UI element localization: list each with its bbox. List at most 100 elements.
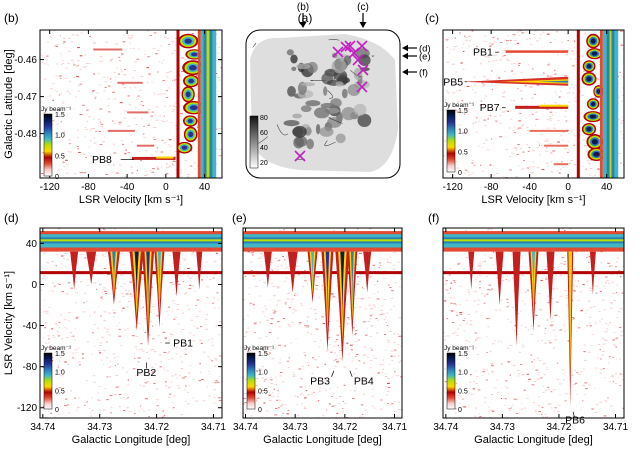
noise-pixel [528, 86, 531, 88]
noise-pixel [358, 360, 361, 362]
noise-pixel [152, 371, 155, 373]
noise-pixel [566, 33, 569, 35]
panel-e-xtick-label: 34.73 [283, 422, 308, 433]
noise-pixel [332, 296, 336, 298]
noise-pixel [530, 309, 532, 311]
noise-pixel [104, 81, 107, 82]
noise-pixel [163, 93, 166, 95]
noise-pixel [608, 362, 610, 364]
noise-pixel [69, 80, 71, 82]
noise-pixel [113, 228, 116, 230]
noise-pixel [60, 375, 64, 377]
noise-pixel [98, 228, 100, 230]
noise-pixel [481, 147, 483, 149]
noise-pixel [496, 38, 499, 40]
annotation-pb2: PB2 [136, 367, 156, 379]
noise-pixel [562, 373, 564, 375]
noise-pixel [255, 398, 257, 400]
noise-pixel [469, 324, 473, 325]
noise-pixel [42, 278, 44, 280]
panel-e-xtick-label: 34.72 [332, 422, 357, 433]
noise-pixel [275, 376, 277, 378]
noise-pixel [326, 349, 330, 351]
noise-pixel [299, 377, 302, 379]
noise-pixel [243, 393, 247, 394]
noise-pixel [130, 275, 133, 277]
noise-pixel [112, 171, 114, 173]
noise-pixel [580, 310, 583, 312]
noise-pixel [250, 261, 253, 263]
noise-pixel [521, 98, 523, 100]
panel-b-xlabel: LSR Velocity [km s⁻¹] [79, 194, 183, 206]
noise-pixel [544, 390, 548, 392]
noise-pixel [482, 85, 485, 87]
noise-pixel [138, 151, 140, 153]
noise-pixel [271, 269, 274, 271]
noise-pixel [258, 280, 261, 282]
noise-pixel [452, 332, 455, 334]
noise-pixel [137, 322, 141, 324]
noise-pixel [501, 96, 504, 98]
noise-pixel [99, 283, 102, 285]
noise-pixel [574, 58, 576, 60]
noise-pixel [520, 125, 524, 127]
noise-pixel [167, 314, 170, 316]
noise-pixel [218, 321, 222, 323]
noise-pixel [557, 362, 559, 364]
noise-pixel [607, 324, 609, 326]
noise-pixel [274, 267, 277, 269]
noise-pixel [96, 327, 99, 329]
noise-pixel [398, 335, 400, 337]
noise-pixel [216, 94, 219, 96]
absorption-streak [544, 144, 569, 147]
noise-pixel [576, 372, 579, 374]
noise-pixel [171, 358, 174, 360]
noise-pixel [469, 101, 472, 103]
noise-pixel [580, 308, 584, 310]
panel-e-plot [243, 228, 402, 418]
noise-pixel [194, 290, 196, 292]
noise-pixel [529, 86, 533, 88]
noise-pixel [152, 349, 155, 350]
noise-pixel [127, 125, 131, 127]
noise-pixel [465, 108, 468, 110]
noise-pixel [505, 398, 507, 400]
panel-e-xtick-label: 34.74 [233, 422, 258, 433]
noise-pixel [392, 268, 395, 270]
noise-pixel [102, 289, 105, 291]
noise-pixel [175, 346, 178, 348]
noise-pixel [184, 159, 188, 161]
noise-pixel [512, 404, 514, 406]
noise-pixel [163, 415, 166, 416]
noise-pixel [247, 350, 249, 352]
panel-e-colorbar-tick-label: 1.0 [258, 370, 268, 377]
noise-pixel [106, 328, 109, 330]
panel-a-colorbar-tick: 80 [260, 115, 268, 122]
emission-blob [591, 138, 598, 145]
noise-pixel [387, 402, 389, 404]
noise-pixel [284, 302, 287, 303]
noise-pixel [160, 342, 163, 343]
noise-pixel [76, 316, 80, 318]
noise-pixel [124, 175, 127, 177]
noise-pixel [456, 388, 458, 390]
noise-pixel [245, 331, 249, 333]
noise-pixel [470, 374, 472, 376]
noise-pixel [453, 297, 455, 299]
noise-pixel [399, 335, 402, 337]
noise-pixel [395, 411, 397, 412]
emission-blob [188, 131, 194, 138]
noise-pixel [587, 351, 591, 353]
noise-pixel [464, 35, 466, 37]
noise-pixel [457, 263, 460, 265]
noise-pixel [600, 262, 603, 264]
noise-pixel [54, 416, 56, 418]
noise-pixel [495, 120, 497, 122]
noise-pixel [128, 300, 131, 302]
panel-d-ytick-label: 0 [31, 280, 37, 291]
panel-c-xtick-label: -120 [443, 182, 463, 193]
noise-pixel [174, 151, 178, 152]
marker-stroke [294, 150, 306, 162]
noise-pixel [304, 280, 307, 282]
noise-pixel [475, 407, 477, 409]
